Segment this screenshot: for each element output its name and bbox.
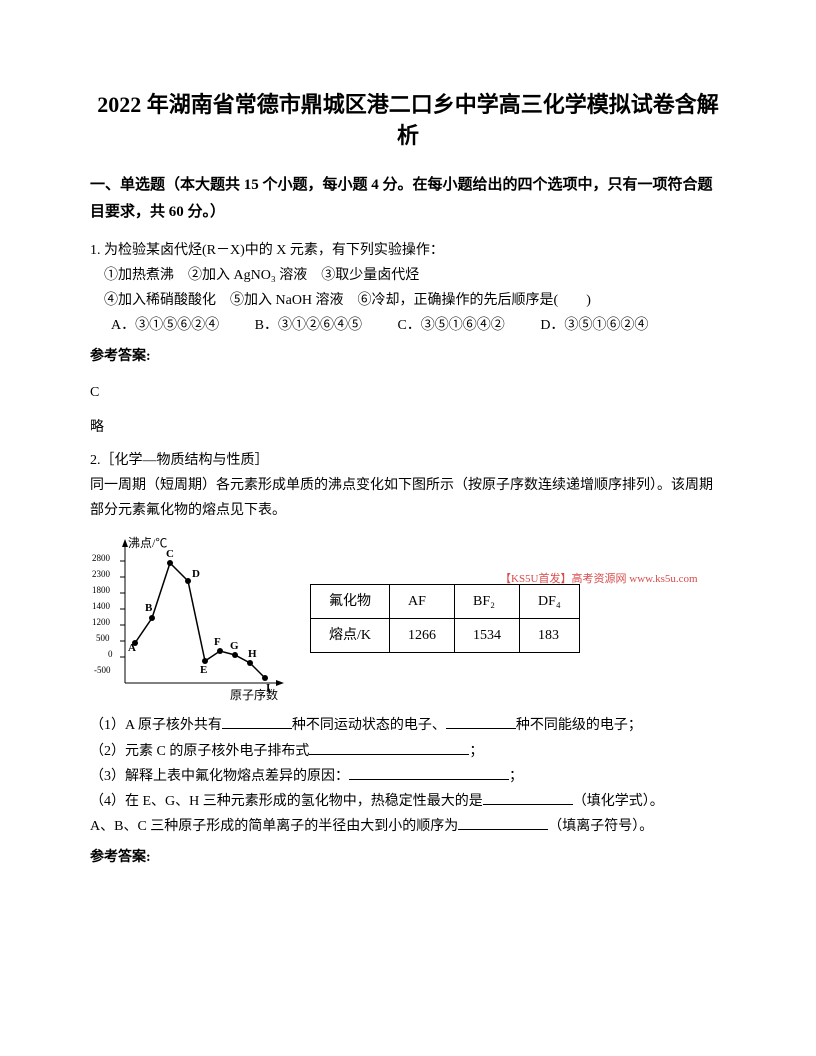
- svg-text:B: B: [145, 602, 153, 614]
- blank: [483, 791, 573, 805]
- q1-optB: B．③①②⑥④⑤: [255, 318, 362, 333]
- q1-answer-label: 参考答案:: [90, 344, 726, 369]
- chart-svg: 2800 2300 1800 1400 1200 500 0 -500: [90, 533, 290, 703]
- svg-text:-500: -500: [94, 665, 111, 675]
- q1-options-line1: A．③①⑤⑥②④ B．③①②⑥④⑤ C．③⑤①⑥④② D．③⑤①⑥②④: [90, 313, 726, 338]
- text: ；: [469, 744, 483, 759]
- figure-row: 2800 2300 1800 1400 1200 500 0 -500: [90, 533, 726, 703]
- q2-sub5: A、B、C 三种原子形成的简单离子的半径由大到小的顺序为 （填离子符号）。: [90, 814, 726, 839]
- blank: [349, 766, 509, 780]
- question-1: 1. 为检验某卤代烃(R－X)中的 X 元素，有下列实验操作： ①加热煮沸 ②加…: [90, 238, 726, 440]
- blank: [446, 715, 516, 729]
- text: （2）元素 C 的原子核外电子排布式: [90, 744, 309, 759]
- cell: 熔点/K: [311, 618, 390, 652]
- q1-explain: 略: [90, 415, 726, 440]
- blank: [458, 816, 548, 830]
- text: （填化学式）。: [573, 794, 664, 809]
- svg-text:1200: 1200: [92, 617, 111, 627]
- blank: [309, 741, 469, 755]
- table-row: 熔点/K 1266 1534 183: [311, 618, 580, 652]
- y-axis-label: 沸点/℃: [128, 533, 167, 555]
- cell: 183: [520, 618, 580, 652]
- q2-sub2: （2）元素 C 的原子核外电子排布式 ；: [90, 739, 726, 764]
- cell: 1266: [390, 618, 455, 652]
- svg-text:2800: 2800: [92, 553, 111, 563]
- text: （4）在 E、G、H 三种元素形成的氢化物中，热稳定性最大的是: [90, 794, 483, 809]
- text: （填离子符号）。: [548, 819, 653, 834]
- text: 种不同运动状态的电子、: [292, 718, 446, 733]
- q1-steps2: ④加入稀硝酸酸化 ⑤加入 NaOH 溶液 ⑥冷却，正确操作的先后顺序是( ): [90, 288, 726, 313]
- svg-text:A: A: [128, 642, 136, 654]
- table-wrapper: 【KS5U首发】高考资源网 www.ks5u.com 氟化物 AF BF₂ DF…: [310, 584, 580, 653]
- cell: AF: [390, 584, 455, 618]
- q1-optD: D．③⑤①⑥②④: [540, 318, 648, 333]
- x-axis-label: 原子序数: [230, 685, 278, 707]
- svg-text:500: 500: [96, 633, 110, 643]
- text: A、B、C 三种原子形成的简单离子的半径由大到小的顺序为: [90, 819, 458, 834]
- section-header: 一、单选题（本大题共 15 个小题，每小题 4 分。在每小题给出的四个选项中，只…: [90, 172, 726, 226]
- svg-text:G: G: [230, 640, 239, 652]
- cell: 氟化物: [311, 584, 390, 618]
- boiling-point-chart: 2800 2300 1800 1400 1200 500 0 -500: [90, 533, 290, 703]
- text: 种不同能级的电子；: [516, 718, 642, 733]
- q1-optC: C．③⑤①⑥④②: [397, 318, 504, 333]
- svg-text:D: D: [192, 568, 200, 580]
- q1-steps: ①加热煮沸 ②加入 AgNO₃ 溶液 ③取少量卤代烃: [90, 263, 726, 288]
- q1-answer: C: [90, 380, 726, 405]
- watermark-text: 【KS5U首发】高考资源网 www.ks5u.com: [500, 570, 698, 590]
- svg-text:E: E: [200, 664, 207, 676]
- svg-text:H: H: [248, 648, 257, 660]
- cell: 1534: [455, 618, 520, 652]
- q1-optA: A．③①⑤⑥②④: [111, 318, 219, 333]
- svg-text:0: 0: [108, 649, 113, 659]
- fluoride-table: 氟化物 AF BF₂ DF₄ 熔点/K 1266 1534 183: [310, 584, 580, 653]
- blank: [222, 715, 292, 729]
- text: ；: [509, 769, 523, 784]
- q2-answer-label: 参考答案:: [90, 845, 726, 870]
- q2-desc: 同一周期（短周期）各元素形成单质的沸点变化如下图所示（按原子序数连续递增顺序排列…: [90, 473, 726, 523]
- svg-text:1800: 1800: [92, 585, 111, 595]
- svg-text:2300: 2300: [92, 569, 111, 579]
- question-2: 2.［化学—物质结构与性质］ 同一周期（短周期）各元素形成单质的沸点变化如下图所…: [90, 448, 726, 871]
- q2-sub3: （3）解释上表中氟化物熔点差异的原因： ；: [90, 764, 726, 789]
- exam-title: 2022 年湖南省常德市鼎城区港二口乡中学高三化学模拟试卷含解析: [90, 90, 726, 152]
- q1-stem: 1. 为检验某卤代烃(R－X)中的 X 元素，有下列实验操作：: [90, 238, 726, 263]
- text: （3）解释上表中氟化物熔点差异的原因：: [90, 769, 349, 784]
- svg-text:1400: 1400: [92, 601, 111, 611]
- text: （1）A 原子核外共有: [90, 718, 222, 733]
- q2-sub1: （1）A 原子核外共有 种不同运动状态的电子、 种不同能级的电子；: [90, 713, 726, 738]
- q2-stem: 2.［化学—物质结构与性质］: [90, 448, 726, 473]
- q2-sub4: （4）在 E、G、H 三种元素形成的氢化物中，热稳定性最大的是 （填化学式）。: [90, 789, 726, 814]
- svg-text:F: F: [214, 636, 221, 648]
